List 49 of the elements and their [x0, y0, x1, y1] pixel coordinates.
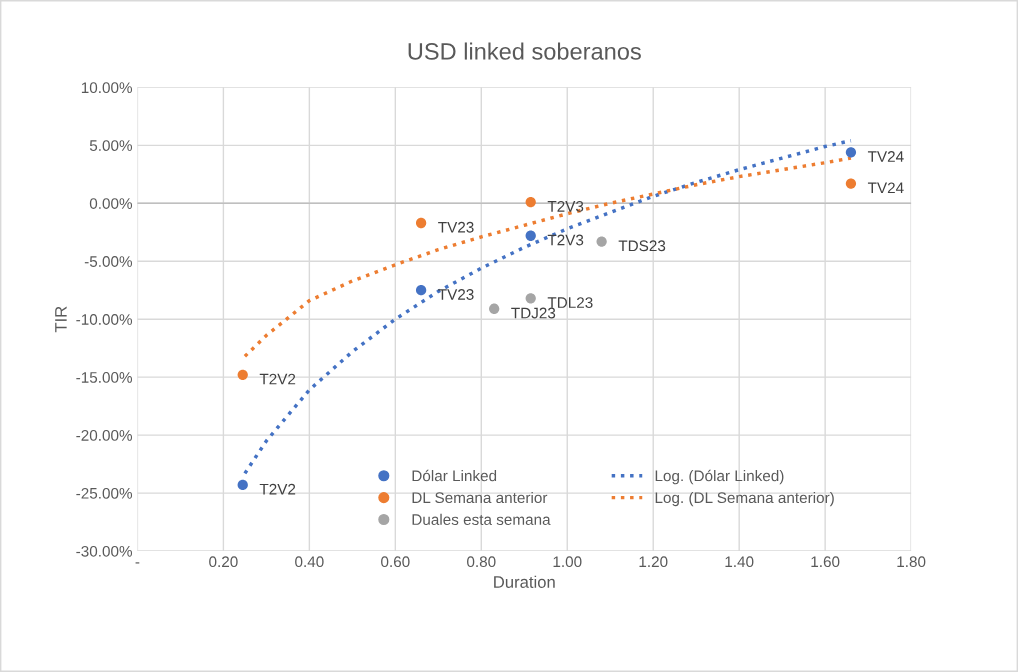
x-tick-label: 0.60 [381, 556, 410, 568]
legend-label: DL Semana anterior [412, 491, 548, 504]
annotation: T2V3 [547, 234, 584, 246]
annotation: TV24 [867, 182, 904, 194]
annotation: TDS23 [618, 240, 666, 252]
annotation: TV23 [438, 289, 474, 300]
legend-label: Duales esta semana [412, 513, 551, 525]
y-tick-label: 0.00% [89, 198, 133, 209]
annotation: TDJ23 [511, 307, 556, 319]
x-axis-title: Duration [494, 575, 555, 588]
x-tick-label: 1.60 [811, 556, 840, 568]
y-tick-label: -10.00% [76, 314, 133, 325]
legend-label: Log. (Dólar Linked) [655, 469, 784, 485]
x-tick-label: 1.40 [725, 556, 754, 568]
point [237, 479, 248, 491]
y-tick-label: -30.00% [76, 545, 133, 557]
point [415, 285, 427, 296]
y-tick-label: -25.00% [76, 487, 133, 499]
annotation: TV23 [438, 221, 474, 233]
y-tick-label: 5.00% [89, 140, 133, 152]
annotation: T2V2 [259, 483, 296, 495]
annotation: T2V3 [547, 200, 584, 212]
chart-title: USD linked soberanos [408, 42, 641, 60]
x-tick-label: 0.80 [467, 556, 496, 568]
x-tick-label: 1.80 [897, 556, 926, 568]
point [237, 369, 248, 380]
y-tick-label: -20.00% [76, 429, 133, 441]
point [845, 147, 857, 158]
y-axis-title: TIR [55, 306, 67, 333]
point [415, 217, 427, 229]
annotation: T2V2 [259, 373, 296, 385]
annotation: TV24 [867, 151, 904, 162]
y-tick-label: -5.00% [84, 256, 133, 267]
legend-label: Dólar Linked [412, 469, 497, 482]
x-tick-label: - [135, 562, 140, 564]
point [489, 303, 500, 314]
y-tick-label: 10.00% [81, 82, 133, 94]
x-tick-label: 1.00 [553, 556, 582, 568]
x-tick-label: 0.20 [209, 556, 238, 568]
point [845, 178, 857, 189]
point [525, 196, 536, 208]
point [525, 230, 536, 241]
point [525, 293, 536, 304]
annotation: TDL23 [547, 297, 593, 308]
x-tick-label: 0.40 [295, 556, 324, 568]
legend-label: Log. (DL Semana anterior) [655, 491, 834, 507]
point [596, 236, 607, 247]
y-tick-label: -15.00% [76, 372, 133, 383]
x-tick-label: 1.20 [639, 556, 668, 568]
